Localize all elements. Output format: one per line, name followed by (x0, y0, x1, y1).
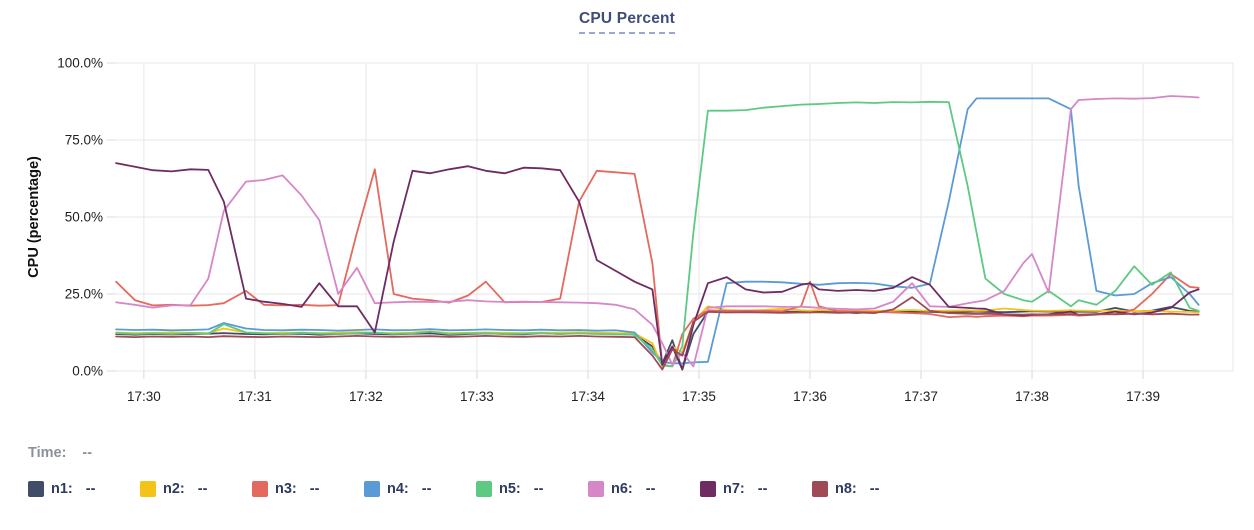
legend-value: -- (421, 481, 432, 497)
legend-swatch-icon (476, 481, 492, 497)
legend-value: -- (197, 481, 208, 497)
legend-label: n4: (387, 481, 409, 497)
time-readout: Time: -- (28, 445, 92, 461)
y-axis-title: CPU (percentage) (26, 156, 42, 278)
legend-item-n6[interactable]: n6: -- (588, 481, 700, 497)
x-tick-label: 17:30 (127, 389, 161, 404)
legend-label: n2: (163, 481, 185, 497)
legend-item-n4[interactable]: n4: -- (364, 481, 476, 497)
cpu-percent-line-chart[interactable]: 100.0% 75.0% 50.0% 25.0% 0.0% 17:30 17:31 17:32… (0, 0, 1254, 424)
series-line-n5 (115, 100, 1200, 368)
legend-value: -- (85, 481, 96, 497)
legend-item-n2[interactable]: n2: -- (140, 481, 252, 497)
legend-swatch-icon (252, 481, 268, 497)
x-tick-label: 17:34 (571, 389, 605, 404)
legend-item-n3[interactable]: n3: -- (252, 481, 364, 497)
legend-value: -- (757, 481, 768, 497)
x-tick-label: 17:37 (904, 389, 938, 404)
legend-swatch-icon (140, 481, 156, 497)
y-tick-label: 25.0% (65, 287, 103, 302)
x-tick-label: 17:32 (349, 389, 383, 404)
y-tick-label: 100.0% (57, 56, 103, 71)
legend-value: -- (309, 481, 320, 497)
legend-item-n5[interactable]: n5: -- (476, 481, 588, 497)
y-tick-label: 75.0% (65, 133, 103, 148)
x-tick-label: 17:31 (238, 389, 272, 404)
legend-swatch-icon (28, 481, 44, 497)
series-line-n8 (115, 296, 1200, 371)
legend-label: n3: (275, 481, 297, 497)
time-label: Time: (28, 445, 67, 461)
legend-value: -- (645, 481, 656, 497)
x-tick-label: 17:35 (682, 389, 716, 404)
x-tick-label: 17:36 (793, 389, 827, 404)
legend-value: -- (869, 481, 880, 497)
legend-item-n7[interactable]: n7: -- (700, 481, 812, 497)
legend-item-n1[interactable]: n1: -- (28, 481, 140, 497)
legend-label: n7: (723, 481, 745, 497)
chart-legend: n1: -- n2: -- n3: -- n4: -- n5: -- n6: -- n7: -- n8: -- (28, 481, 924, 497)
legend-item-n8[interactable]: n8: -- (812, 481, 924, 497)
x-tick-label: 17:38 (1015, 389, 1049, 404)
chart-title-row: CPU Percent (0, 10, 1254, 34)
legend-swatch-icon (700, 481, 716, 497)
chart-title[interactable]: CPU Percent (578, 10, 676, 34)
legend-label: n1: (51, 481, 73, 497)
legend-label: n8: (835, 481, 857, 497)
y-tick-label: 50.0% (65, 210, 103, 225)
x-tick-label: 17:39 (1126, 389, 1160, 404)
legend-value: -- (533, 481, 544, 497)
legend-label: n6: (611, 481, 633, 497)
series-line-n7 (115, 162, 1200, 371)
time-value: -- (82, 445, 93, 461)
y-tick-label: 0.0% (72, 364, 103, 379)
legend-swatch-icon (364, 481, 380, 497)
legend-swatch-icon (812, 481, 828, 497)
series-line-n6 (115, 95, 1200, 368)
x-tick-label: 17:33 (460, 389, 494, 404)
series-line-n4 (115, 97, 1200, 365)
legend-label: n5: (499, 481, 521, 497)
legend-swatch-icon (588, 481, 604, 497)
